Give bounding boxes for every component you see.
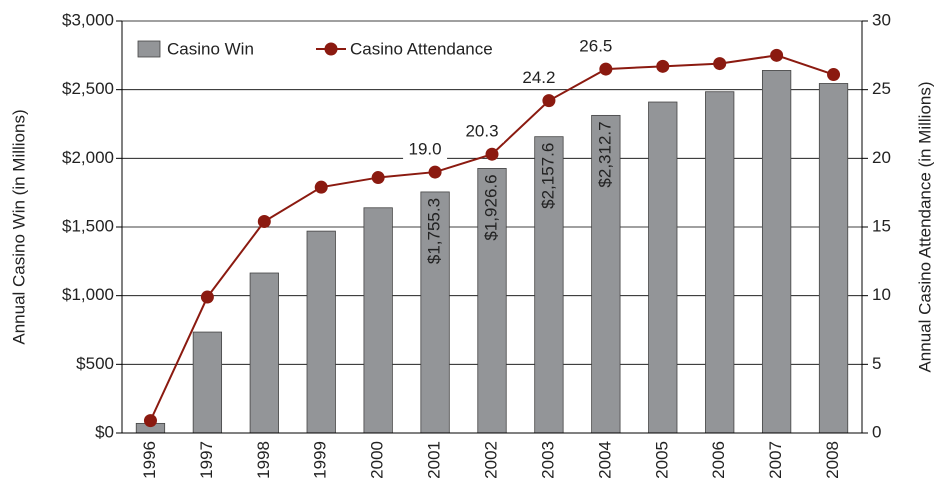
line-value-label: 26.5	[579, 37, 612, 56]
y-tick-label: $1,000	[62, 285, 114, 304]
bar-value-label: $1,755.3	[425, 198, 444, 264]
y-tick-label: $2,500	[62, 79, 114, 98]
legend-label: Casino Attendance	[350, 39, 493, 58]
line-marker	[542, 94, 556, 108]
x-tick-label: 1996	[140, 441, 159, 479]
y2-tick-label: 0	[872, 422, 881, 441]
bar	[306, 230, 336, 434]
label-bg	[573, 37, 618, 58]
bar	[534, 136, 564, 434]
y2-tick-label: 25	[872, 79, 891, 98]
y2-tick-label: 10	[872, 285, 891, 304]
line-value-label: 24.2	[522, 68, 555, 87]
line-marker	[200, 290, 214, 304]
label-bg	[403, 140, 448, 161]
y2-tick-label: 30	[872, 10, 891, 29]
line-marker	[713, 57, 727, 71]
line-marker	[314, 180, 328, 194]
bar	[420, 191, 450, 434]
bar	[192, 331, 223, 434]
legend-label: Casino Win	[167, 39, 254, 58]
y-tick-label: $1,500	[62, 216, 114, 235]
bar	[818, 83, 849, 434]
x-tick-label: 2004	[595, 441, 614, 479]
bar-value-label: $1,926.6	[481, 174, 500, 240]
label-bg	[460, 122, 504, 143]
y-tick-label: $3,000	[62, 10, 114, 29]
line-marker	[599, 62, 613, 76]
legend-marker	[324, 42, 338, 56]
y-tick-label: $500	[76, 354, 114, 373]
line-value-label: 19.0	[409, 140, 442, 159]
bar	[705, 91, 735, 434]
x-tick-label: 2008	[823, 441, 842, 479]
y2-tick-label: 20	[872, 148, 891, 167]
bar-value-label: $2,312.7	[595, 121, 614, 187]
legend-swatch	[137, 40, 161, 58]
line-marker	[656, 59, 670, 73]
x-tick-label: 2003	[538, 441, 557, 479]
bar	[363, 207, 393, 434]
bar	[249, 272, 279, 434]
line-marker	[371, 171, 385, 185]
line-marker	[143, 414, 157, 428]
bar-value-label: $2,157.6	[538, 143, 557, 209]
x-tick-label: 2000	[368, 441, 387, 479]
bar	[648, 101, 678, 434]
x-tick-label: 2005	[652, 441, 671, 479]
y2-tick-label: 5	[872, 354, 881, 373]
y2-tick-label: 15	[872, 216, 891, 235]
y-axis-label: Annual Casino Win (in Millions)	[9, 109, 28, 344]
line-marker	[770, 48, 784, 62]
bar	[761, 70, 792, 434]
x-tick-label: 2002	[481, 441, 500, 479]
y-tick-label: $2,000	[62, 148, 114, 167]
x-tick-label: 1998	[254, 441, 273, 479]
label-bg	[516, 68, 561, 89]
line-marker	[485, 147, 499, 161]
line-marker	[257, 215, 271, 229]
y2-axis-label: Annual Casino Attendance (in Millions)	[915, 81, 934, 372]
x-tick-label: 1999	[311, 441, 330, 479]
x-tick-label: 2001	[425, 441, 444, 479]
x-tick-label: 1997	[197, 441, 216, 479]
x-tick-label: 2006	[709, 441, 728, 479]
line-value-label: 20.3	[465, 122, 498, 141]
y-tick-label: $0	[95, 422, 114, 441]
line-marker	[428, 165, 442, 179]
line-marker	[827, 68, 841, 82]
x-tick-label: 2007	[766, 441, 785, 479]
